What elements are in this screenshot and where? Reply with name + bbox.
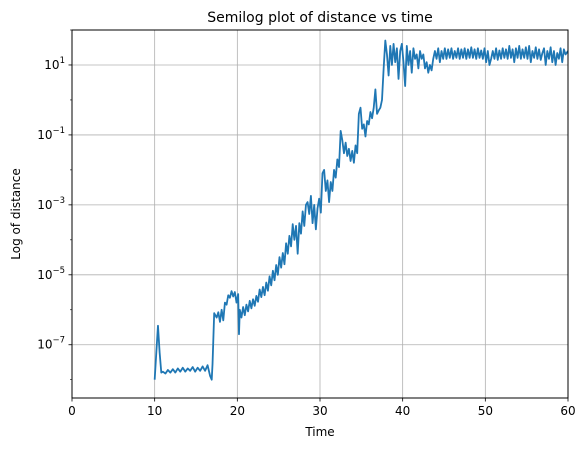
y-tick-base: 10 — [37, 268, 52, 282]
y-tick-exponent: −5 — [52, 266, 65, 276]
y-tick-exponent: 1 — [60, 56, 65, 66]
x-tick-label: 10 — [147, 404, 162, 418]
x-tick-label: 0 — [68, 404, 76, 418]
y-tick-label: 10−3 — [37, 196, 65, 212]
x-tick-label: 20 — [230, 404, 245, 418]
y-axis-label: Log of distance — [9, 168, 23, 259]
y-tick-base: 10 — [37, 338, 52, 352]
series-layer — [153, 39, 568, 381]
x-tick-label: 30 — [312, 404, 327, 418]
y-tick-label: 10−7 — [37, 336, 65, 352]
x-tick-label: 60 — [560, 404, 575, 418]
y-tick-exponent: −3 — [52, 196, 65, 206]
y-tick-base: 10 — [37, 128, 52, 142]
y-tick-base: 10 — [37, 198, 52, 212]
chart-title: Semilog plot of distance vs time — [207, 10, 432, 26]
y-tick-label: 10−1 — [37, 126, 65, 142]
y-tick-label: 101 — [44, 56, 65, 72]
y-tick-exponent: −7 — [52, 336, 65, 346]
x-axis-label: Time — [304, 425, 334, 439]
x-tick-label: 50 — [478, 404, 493, 418]
y-tick-exponent: −1 — [52, 126, 65, 136]
series-line — [153, 39, 568, 381]
y-tick-label: 10−5 — [37, 266, 65, 282]
x-tick-label: 40 — [395, 404, 410, 418]
y-tick-base: 10 — [44, 58, 59, 72]
